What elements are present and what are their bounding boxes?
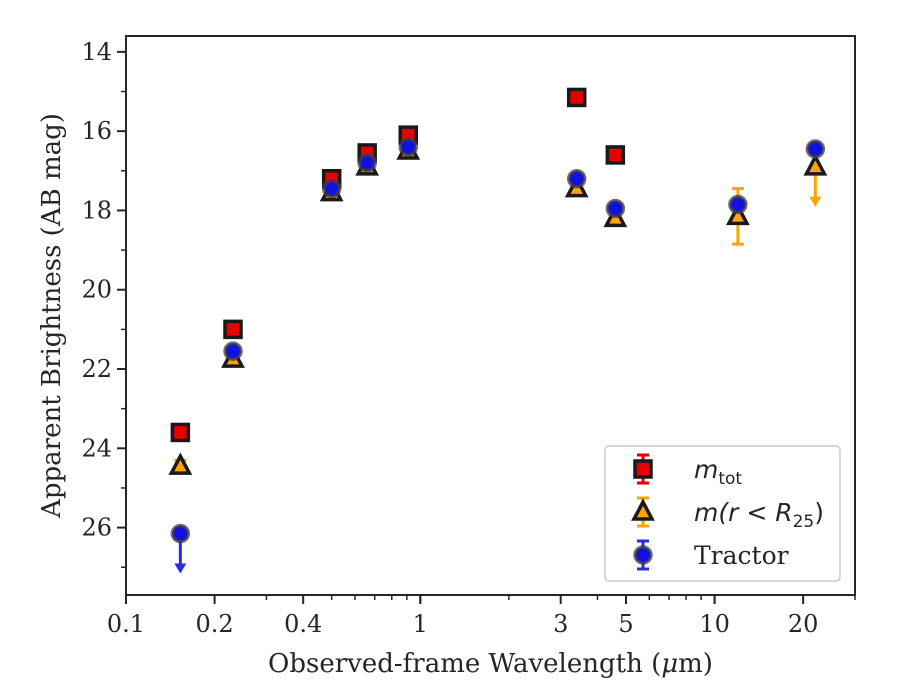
upper-limit-arrow <box>809 196 822 207</box>
legend-label: m(r < R25) <box>694 498 824 532</box>
marker-circle <box>605 198 626 219</box>
y-tick-label: 18 <box>81 196 112 224</box>
marker-circle <box>170 523 191 544</box>
marker-circle <box>566 168 587 189</box>
data-point <box>566 87 587 108</box>
marker-square <box>170 422 191 443</box>
y-axis-title: Apparent Brightness (AB mag) <box>37 113 67 519</box>
legend-item-mtot: mtot <box>633 453 742 489</box>
marker-triangle <box>725 202 750 226</box>
y-tick-label: 22 <box>81 355 112 383</box>
marker-square <box>566 87 587 108</box>
data-point <box>805 139 826 159</box>
y-tick-label: 16 <box>81 117 112 145</box>
marker-square <box>605 145 626 165</box>
marker-circle <box>321 178 342 199</box>
x-axis-title-text: Observed-frame Wavelength ( <box>268 649 661 679</box>
marker-square <box>223 319 243 340</box>
x-tick-label: 1 <box>413 610 428 638</box>
mu-symbol: μ <box>661 649 678 679</box>
legend-box <box>604 445 841 582</box>
data-point <box>321 178 342 199</box>
data-point <box>728 194 748 215</box>
data-point <box>566 168 587 189</box>
axes-frame <box>125 35 856 596</box>
legend-label: mtot <box>694 455 742 489</box>
marker-circle <box>805 139 826 159</box>
x-tick-label: 0.1 <box>107 610 145 638</box>
data-point <box>170 422 191 443</box>
series-tractor <box>170 137 826 574</box>
x-axis-title-unit: m) <box>678 649 713 679</box>
marker-circle <box>223 341 243 361</box>
x-tick-label: 0.2 <box>196 610 234 638</box>
data-point <box>223 341 243 361</box>
legend-item-tractor: Tractor <box>633 539 789 571</box>
data-point <box>170 523 191 574</box>
marker-circle <box>398 137 418 157</box>
y-tick-label: 26 <box>81 514 112 542</box>
data-point <box>357 153 377 173</box>
marker-triangle <box>631 498 655 521</box>
y-tick-label: 20 <box>81 276 112 304</box>
marker-circle <box>633 545 653 565</box>
marker-triangle <box>168 452 193 475</box>
x-tick-label: 10 <box>699 610 730 638</box>
data-point <box>605 198 626 219</box>
y-tick-label: 14 <box>81 38 112 66</box>
marker-circle <box>357 153 377 173</box>
x-tick-label: 3 <box>553 610 568 638</box>
legend: mtot m(r < R25) Tractor <box>604 445 841 582</box>
data-point <box>168 452 193 475</box>
marker-square <box>633 459 653 479</box>
data-point <box>223 319 243 340</box>
plot-area <box>168 87 828 574</box>
x-axis: 0.1 0.2 0.4 1 3 5 10 20 <box>107 595 856 638</box>
legend-label: Tractor <box>694 541 789 570</box>
marker-circle <box>728 194 748 215</box>
marker-triangle <box>803 153 828 176</box>
x-tick-label: 20 <box>788 610 819 638</box>
x-tick-label: 0.4 <box>284 610 322 638</box>
data-point <box>605 145 626 165</box>
upper-limit-arrow <box>174 563 187 574</box>
x-axis-title: Observed-frame Wavelength (μm) <box>268 649 713 679</box>
data-point <box>398 137 418 157</box>
y-tick-label: 24 <box>81 434 112 462</box>
data-point <box>803 153 828 207</box>
legend-item-mr25: m(r < R25) <box>631 496 824 532</box>
y-axis: 14 16 18 20 22 24 26 <box>81 38 126 568</box>
x-tick-label: 5 <box>618 610 633 638</box>
